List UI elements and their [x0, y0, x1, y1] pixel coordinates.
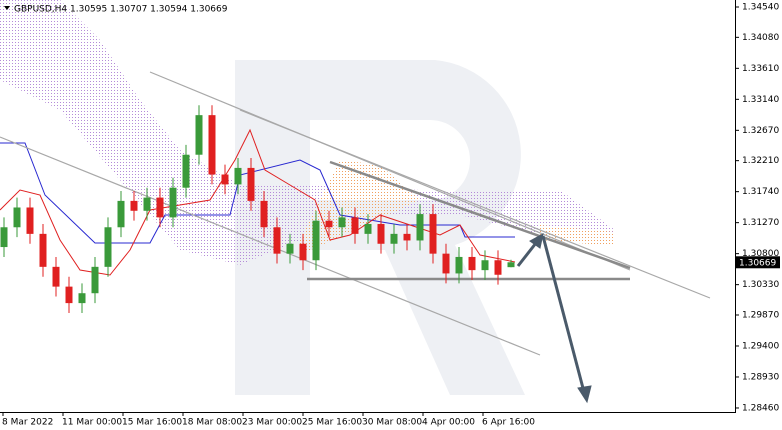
- candle-body: [130, 200, 138, 211]
- x-tick-label: 30 Mar 08:00: [362, 418, 422, 428]
- candle-body: [65, 286, 73, 304]
- y-tick-label: 1.32210: [742, 156, 779, 166]
- x-tick-label: 8 Mar 2022: [2, 418, 53, 428]
- candles: [0, 105, 515, 314]
- candle-body: [52, 266, 60, 287]
- y-tick-label: 1.34540: [742, 2, 779, 12]
- y-tick-label: 1.34080: [742, 33, 779, 43]
- candle-body: [429, 214, 437, 254]
- x-tick-label: 15 Mar 16:00: [122, 418, 182, 428]
- candle-body: [416, 214, 424, 241]
- candle-body: [260, 200, 268, 228]
- candle-body: [455, 256, 463, 274]
- candle-body: [195, 115, 203, 155]
- candle-body: [364, 223, 372, 234]
- y-tick-label: 1.31270: [742, 218, 779, 228]
- candle-body: [26, 207, 34, 234]
- candle-body: [325, 220, 333, 228]
- x-tick-label: 6 Apr 16:00: [482, 418, 535, 428]
- candle-body: [78, 293, 86, 304]
- candle-body: [312, 220, 320, 261]
- y-tick-label: 1.28460: [742, 403, 779, 413]
- candle-body: [442, 253, 450, 274]
- candle-body: [234, 167, 242, 185]
- x-tick-label: 4 Apr 00:00: [422, 418, 475, 428]
- candle-body: [156, 197, 164, 218]
- x-tick-label: 25 Mar 16:00: [302, 418, 362, 428]
- y-tick-label: 1.30330: [742, 280, 779, 290]
- candle-body: [221, 174, 229, 185]
- x-tick-label: 18 Mar 08:00: [182, 418, 242, 428]
- y-tick-label: 1.28930: [742, 372, 779, 382]
- x-tick-label: 23 Mar 00:00: [242, 418, 302, 428]
- y-tick-label: 1.32670: [742, 126, 779, 136]
- candle-body: [377, 223, 385, 244]
- price-label-box: [736, 256, 780, 269]
- candle-body: [351, 217, 359, 234]
- candle-body: [117, 200, 125, 228]
- candle-body: [143, 197, 151, 211]
- candle-body: [338, 217, 346, 228]
- candle-body: [0, 227, 8, 248]
- trend-lines: [0, 71, 711, 356]
- candle-body: [481, 260, 489, 271]
- candle-body: [182, 154, 190, 188]
- candle-body: [13, 207, 21, 228]
- chart-title: GBPUSD,H4 1.30595 1.30707 1.30594 1.3066…: [14, 5, 228, 15]
- candle-body: [468, 256, 476, 271]
- candle-body: [286, 243, 294, 254]
- candle-body: [403, 233, 411, 241]
- candle-body: [39, 233, 47, 267]
- y-tick-label: 1.30800: [742, 249, 779, 259]
- y-tick-label: 1.29870: [742, 310, 779, 320]
- candle-body: [169, 187, 177, 218]
- forecast-arrows: [516, 233, 592, 404]
- candle-body: [494, 260, 502, 275]
- y-tick-label: 1.29400: [742, 341, 779, 351]
- x-tick-label: 11 Mar 00:00: [62, 418, 122, 428]
- candle-body: [273, 227, 281, 254]
- y-tick-label: 1.31740: [742, 187, 779, 197]
- candle-body: [208, 115, 216, 175]
- y-tick-label: 1.33610: [742, 64, 779, 74]
- y-tick-label: 1.33140: [742, 95, 779, 105]
- title-marker: [4, 6, 10, 10]
- candle-body: [507, 262, 515, 268]
- candle-body: [390, 233, 398, 244]
- candle-body: [104, 227, 112, 267]
- candle-body: [91, 266, 99, 294]
- candle-body: [247, 167, 255, 201]
- price-label: 1.30669: [739, 258, 776, 268]
- candle-body: [299, 243, 307, 261]
